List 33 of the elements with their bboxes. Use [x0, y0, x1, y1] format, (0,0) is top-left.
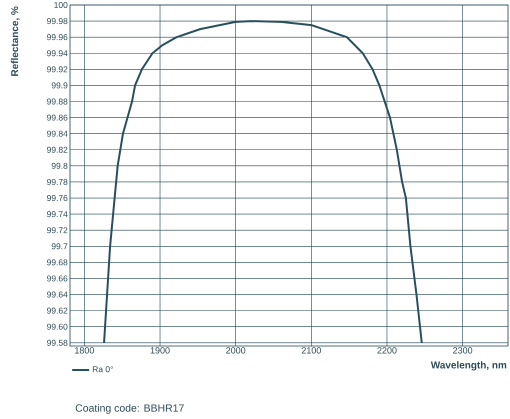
y-tick-label: 99.66	[47, 275, 68, 282]
line-series	[103, 20, 423, 344]
y-tick-label: 99.82	[47, 146, 68, 153]
x-tick-label: 1800	[75, 347, 94, 354]
y-tick-label: 99.64	[47, 292, 68, 298]
y-tick-label: 99.74	[47, 211, 68, 218]
y-tick-label: 99.98	[47, 18, 68, 24]
text: Coating code: BBHR17	[76, 404, 184, 414]
y-tick-label: 99.68	[47, 259, 68, 266]
legend-label: Ra 0°	[92, 366, 113, 372]
y-tick-label: 99.92	[47, 66, 68, 72]
x-tick-label: 2300	[453, 347, 472, 354]
y-tick-label: 99.94	[47, 50, 68, 56]
y-axis-title: Reflectance, %	[10, 6, 20, 76]
x-tick-label: 2100	[302, 347, 321, 354]
y-tick-label: 99.96	[47, 34, 68, 40]
y-tick-label: 99.78	[47, 178, 68, 185]
y-tick-label: 99.60	[47, 324, 68, 330]
y-tick-label: 99.72	[47, 227, 68, 234]
x-tick-label: 2200	[377, 347, 397, 354]
y-tick-label: 99.58	[47, 340, 68, 346]
y-tick-label: 99.84	[47, 130, 68, 137]
x-axis-title: Wavelength, nm	[430, 361, 506, 371]
y-tick-label: 99.88	[47, 98, 68, 104]
x-tick-label: 1900	[150, 347, 170, 354]
y-tick-label: 99.9	[52, 82, 68, 88]
y-tick-label: 99.62	[47, 308, 68, 314]
y-tick-label: 99.76	[47, 195, 68, 202]
y-tick-label: 99.86	[47, 114, 68, 121]
y-tick-label: 99.7	[52, 243, 68, 250]
y-tick-label: 100	[54, 2, 68, 8]
x-tick-label: 2000	[226, 347, 246, 354]
y-tick-label: 99.8	[52, 162, 68, 169]
